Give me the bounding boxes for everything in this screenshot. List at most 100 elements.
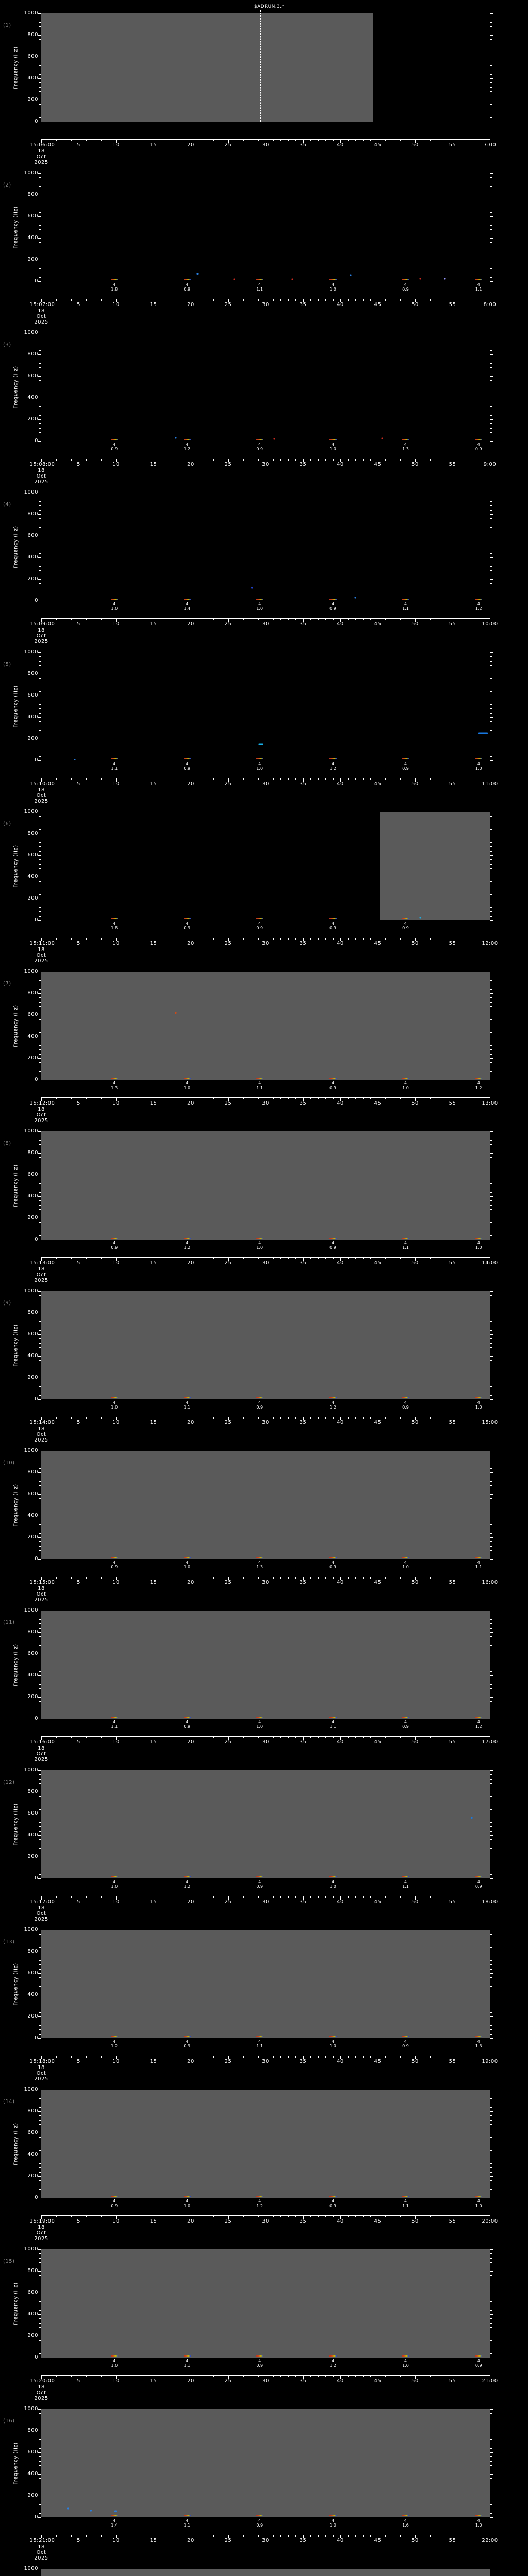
detection-marker <box>183 2355 191 2357</box>
detection-value: 1.0 <box>475 766 482 771</box>
y-tick <box>39 2180 41 2181</box>
detection-value: 1.0 <box>256 606 263 611</box>
y-tick-label: 800 <box>27 351 38 357</box>
detection-count: 4 <box>331 442 335 447</box>
y-tick <box>490 229 492 230</box>
x-tick <box>243 2056 244 2058</box>
x-tick <box>280 618 281 620</box>
detection-value: 1.0 <box>329 287 336 292</box>
y-axis-title-text: Frequency (Hz) <box>13 206 19 249</box>
y-tick-label: 200 <box>27 2013 38 2019</box>
detection-marker <box>256 2036 263 2037</box>
detection-marker <box>475 1876 483 1877</box>
y-tick <box>39 2327 41 2328</box>
y-tick <box>38 514 41 515</box>
x-tick <box>333 1736 334 1738</box>
detection-label: 4 1.0 <box>329 1879 336 1889</box>
y-tick-label: 0 <box>35 1077 38 1082</box>
y-tick-label: 800 <box>27 2428 38 2433</box>
panel-number: (14) <box>3 2099 15 2105</box>
y-tick <box>38 1399 41 1400</box>
y-tick <box>490 2413 492 2414</box>
x-tick <box>258 1097 259 1099</box>
y-tick <box>490 1291 493 1292</box>
y-tick <box>39 26 41 27</box>
spectral-blob <box>175 437 177 439</box>
y-tick <box>490 2167 492 2168</box>
x-tick <box>86 1417 87 1419</box>
detection-count: 4 <box>258 761 261 766</box>
detection-count: 4 <box>113 442 116 447</box>
x-tick-label: 25 <box>224 1100 232 1106</box>
x-tick <box>295 2535 296 2537</box>
y-tick <box>39 2478 41 2479</box>
detection-marker <box>402 1238 409 1239</box>
x-tick-label: 30 <box>262 781 269 787</box>
spectral-blob <box>233 278 235 280</box>
y-tick-label: 800 <box>27 2268 38 2274</box>
x-tick <box>280 2535 281 2537</box>
panel-number: (3) <box>3 342 11 348</box>
x-tick-label: 15:07:00 <box>29 302 55 308</box>
y-tick <box>490 2180 492 2181</box>
panel-number: (5) <box>3 662 11 667</box>
panel-number: (4) <box>3 502 11 507</box>
date-line: 18 <box>38 148 45 154</box>
detection-value: 1.2 <box>329 2363 336 2368</box>
y-tick <box>39 242 41 243</box>
y-tick <box>39 1295 41 1296</box>
x-tick <box>325 938 326 940</box>
y-tick <box>38 1675 41 1676</box>
x-tick <box>295 778 296 780</box>
y-tick <box>490 859 492 860</box>
y-tick <box>39 1623 41 1624</box>
spectral-blob <box>89 2510 92 2512</box>
x-tick <box>280 1736 281 1738</box>
x-tick-label: 45 <box>374 1580 382 1585</box>
detection-value: 1.2 <box>184 1245 191 1250</box>
x-tick <box>333 618 334 620</box>
y-tick <box>39 1684 41 1685</box>
detection-marker <box>329 1717 337 1718</box>
x-tick <box>415 459 416 462</box>
x-tick-label: 30 <box>262 2059 269 2064</box>
y-tick <box>39 1045 41 1046</box>
x-tick-label: 55 <box>449 2059 456 2064</box>
y-tick-label: 800 <box>27 1789 38 1794</box>
x-tick-label: 50 <box>411 2538 419 2544</box>
y-tick <box>39 1343 41 1344</box>
x-tick <box>415 1417 416 1420</box>
x-tick <box>370 139 371 141</box>
y-tick <box>39 907 41 908</box>
x-tick-label: 30 <box>262 1580 269 1585</box>
y-tick <box>39 2513 41 2514</box>
y-tick <box>490 2012 492 2013</box>
y-tick <box>39 91 41 92</box>
date-stack: 18 Oct 2025 <box>18 148 64 165</box>
y-tick <box>39 2258 41 2259</box>
date-stack: 18 Oct 2025 <box>18 1266 64 1283</box>
y-tick <box>490 2124 492 2125</box>
x-tick-label: 15:12:00 <box>29 1100 55 1106</box>
y-tick <box>39 583 41 584</box>
detection-label: 4 1.1 <box>256 1081 263 1090</box>
y-tick-label: 800 <box>27 511 38 517</box>
detection-marker <box>475 1078 483 1079</box>
x-tick <box>303 2215 304 2219</box>
y-tick <box>39 380 41 381</box>
spectrogram-panel: 0 200 400 600 800 1000 Frequency (Hz) (10) 4 0.9 4… <box>0 1442 528 1603</box>
detection-label: 4 0.9 <box>402 921 409 930</box>
y-tick-label: 600 <box>27 1012 38 1018</box>
x-tick <box>71 139 72 141</box>
x-tick-label: 55 <box>449 1420 456 1426</box>
detection-count: 4 <box>186 2199 189 2204</box>
y-tick <box>490 2301 492 2302</box>
x-tick-label: 45 <box>374 1899 382 1905</box>
y-tick <box>39 1192 41 1193</box>
x-tick-label: 7:00 <box>483 142 497 148</box>
x-tick <box>213 2535 214 2537</box>
detection-marker <box>329 2355 337 2357</box>
y-tick <box>39 846 41 848</box>
x-tick <box>56 299 57 301</box>
x-tick-label: 15 <box>150 1260 157 1266</box>
